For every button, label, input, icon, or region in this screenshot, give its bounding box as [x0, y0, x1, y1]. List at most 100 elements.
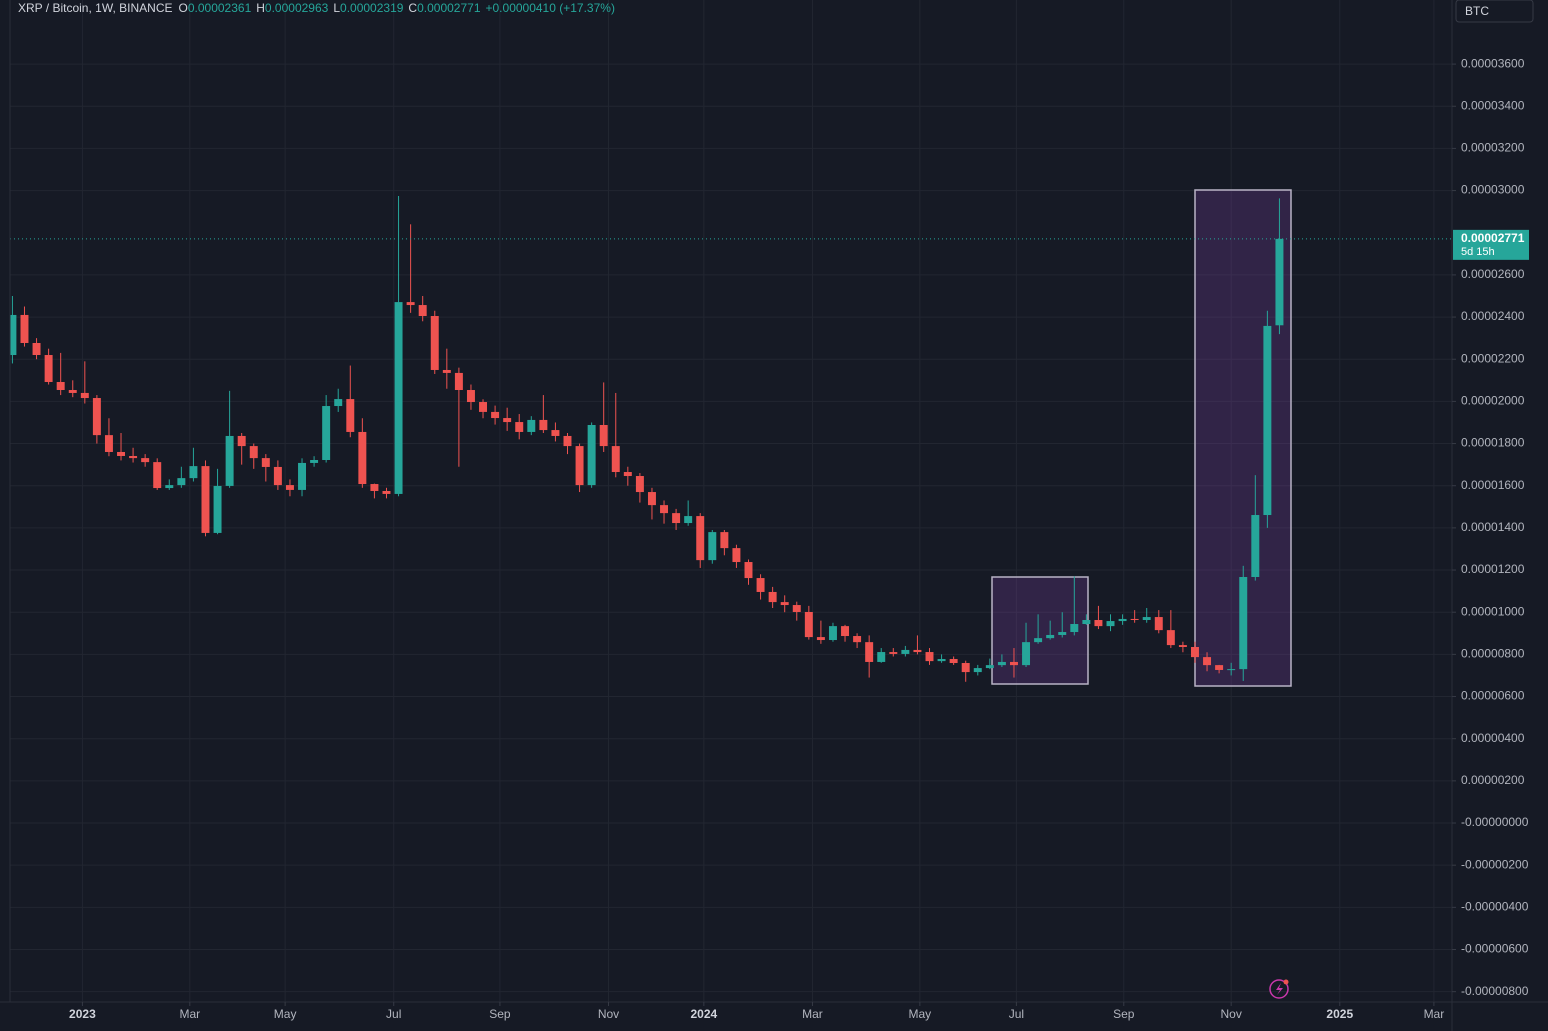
candle-body — [515, 422, 524, 432]
candle-body — [889, 652, 898, 654]
candle-body — [346, 399, 355, 432]
candle-body — [406, 302, 415, 306]
candle-body — [925, 652, 934, 662]
candle-body — [1178, 645, 1187, 647]
candle-body — [973, 668, 982, 673]
x-tick-label: 2025 — [1326, 1007, 1353, 1021]
candle-body — [1130, 618, 1139, 621]
price-tag-label: 0.00002771 — [1461, 231, 1525, 245]
ohlc-value: 0.00002361 — [188, 1, 252, 15]
candle-body — [985, 665, 994, 669]
candle-body — [454, 372, 463, 391]
candle-body — [768, 591, 777, 603]
y-tick-label: 0.00000400 — [1461, 731, 1525, 745]
candle-body — [961, 663, 970, 673]
candle-body — [816, 637, 825, 641]
candle-body — [1275, 238, 1284, 326]
candle-body — [394, 302, 403, 494]
x-tick-label: 2024 — [690, 1007, 717, 1021]
candle-body — [213, 485, 222, 533]
candle-body — [237, 435, 246, 447]
candle-body — [1046, 634, 1055, 639]
candle-body — [1118, 618, 1127, 622]
candle-body — [841, 626, 850, 637]
candle-body — [20, 314, 29, 343]
candle-body — [261, 458, 270, 467]
y-tick-label: 0.00002600 — [1461, 267, 1525, 281]
candle-body — [285, 485, 294, 490]
candle-body — [865, 642, 874, 662]
candle-body — [10, 314, 17, 356]
candle-body — [1215, 665, 1224, 670]
candle-body — [792, 605, 801, 612]
y-tick-label: 0.00003000 — [1461, 183, 1525, 197]
legend-header: XRP / Bitcoin, 1W, BINANCE O0.00002361 H0.… — [18, 1, 615, 15]
ohlc-value: 0.00002319 — [340, 1, 404, 15]
candle-body — [623, 472, 632, 477]
candle-body — [1094, 620, 1103, 627]
candle-body — [225, 435, 234, 486]
candle-body — [310, 459, 319, 463]
y-tick-label: 0.00003400 — [1461, 98, 1525, 112]
candle-body — [189, 466, 198, 479]
candle-body — [563, 435, 572, 447]
candle-body — [249, 446, 258, 459]
candle-body — [1142, 617, 1151, 621]
candle-body — [1239, 576, 1248, 670]
y-tick-label: -0.00000600 — [1461, 942, 1529, 956]
candle-body — [273, 466, 282, 486]
candle-body — [660, 505, 669, 514]
x-tick-label: Sep — [489, 1007, 511, 1021]
candle-body — [1166, 630, 1175, 646]
x-tick-label: Mar — [1424, 1007, 1445, 1021]
candle-body — [575, 446, 584, 486]
ohlc-key: C — [408, 1, 417, 15]
ohlc-key: O — [179, 1, 188, 15]
candle-body — [913, 649, 922, 653]
candle-body — [635, 476, 644, 493]
candle-body — [1227, 669, 1236, 671]
lightning-icon[interactable] — [1269, 979, 1289, 999]
candle-body — [997, 661, 1006, 666]
price-tag — [1453, 229, 1529, 260]
candle-body — [877, 652, 886, 662]
y-tick-label: 0.00002000 — [1461, 394, 1525, 408]
candle-body — [611, 446, 620, 473]
candle-body — [442, 369, 451, 373]
grid — [10, 0, 1452, 1002]
candle-body — [684, 516, 693, 524]
candle-body — [828, 626, 837, 641]
candle-body — [1070, 624, 1079, 633]
candle-body — [141, 458, 150, 463]
candle-body — [56, 381, 65, 391]
currency-box[interactable] — [1455, 0, 1534, 23]
y-tick-label: 0.00001800 — [1461, 436, 1525, 450]
candle-body — [1154, 617, 1163, 631]
ohlc-value: 0.00002963 — [265, 1, 329, 15]
candle-body — [153, 462, 162, 489]
candle-body — [129, 455, 138, 459]
candle-body — [696, 516, 705, 561]
x-tick-label: Jul — [1009, 1007, 1024, 1021]
x-tick-label: Mar — [802, 1007, 823, 1021]
y-tick-label: -0.00000400 — [1461, 900, 1529, 914]
candle-body — [551, 430, 560, 436]
candle-body — [1203, 657, 1212, 666]
y-tick-label: -0.00000000 — [1461, 815, 1529, 829]
y-tick-label: 0.00000600 — [1461, 689, 1525, 703]
candle-body — [382, 490, 391, 494]
candle-body — [720, 532, 729, 549]
candle-body — [165, 485, 174, 489]
candle-body — [732, 548, 741, 563]
candle-body — [370, 484, 379, 491]
candle-body — [527, 419, 536, 432]
candle-body — [358, 431, 367, 485]
candle-body — [418, 305, 427, 317]
candle-body — [68, 390, 77, 393]
y-tick-label: -0.00000800 — [1461, 984, 1529, 998]
x-tick-label: Nov — [1221, 1007, 1242, 1021]
candle-body — [1251, 515, 1260, 577]
x-tick-label: Jul — [386, 1007, 401, 1021]
